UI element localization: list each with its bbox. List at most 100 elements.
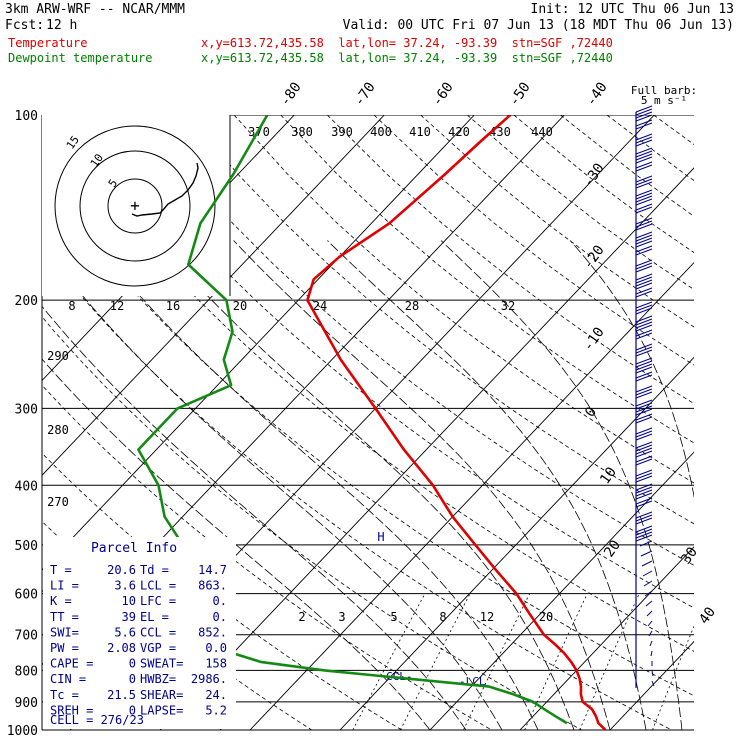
temperature-trace (306, 115, 607, 730)
forecast-label: Fcst: (5, 18, 44, 33)
wind-barb (635, 150, 653, 158)
wind-barb (635, 472, 653, 480)
wind-barb (635, 528, 653, 536)
wind-barb (635, 265, 653, 273)
theta-label: 410 (409, 125, 431, 139)
wind-barb (635, 161, 653, 169)
moist-adiabat-line (42, 358, 431, 730)
mixing-ratio-label: 12 (480, 610, 494, 624)
isotherm-label-top: -40 (583, 79, 611, 109)
parcel-info-key: CIN = (50, 672, 86, 686)
parcel-info-key: SHEAR= (140, 688, 183, 702)
wind-barb (635, 447, 653, 455)
isotherm-label-right: 10 (597, 464, 620, 487)
isotherm-label-top: -50 (506, 79, 534, 109)
isotherm-label-right: 20 (601, 537, 624, 560)
hodograph-scale-label: 8 (68, 299, 75, 313)
wind-barb (635, 307, 653, 315)
isotherm-line (159, 167, 694, 730)
dry-adiabat-line (47, 115, 694, 652)
wind-barb (635, 108, 653, 116)
hodograph-ring-label: 15 (64, 133, 82, 151)
wind-barb (635, 195, 653, 203)
wind-barb (635, 231, 653, 239)
mixing-ratio-line (463, 593, 531, 730)
wind-barb (635, 248, 653, 256)
wind-barb (635, 332, 653, 340)
wind-barb (635, 405, 653, 413)
parcel-info-value: 10 (122, 594, 136, 608)
wind-barb (635, 534, 653, 542)
wind-barb (649, 640, 653, 647)
parcel-info-key: LFC = (140, 594, 176, 608)
isotherm-line (519, 546, 694, 730)
wind-barb (635, 192, 653, 200)
parcel-marker: H (377, 530, 384, 544)
wind-barb (635, 282, 653, 290)
pressure-tick-label: 1000 (7, 724, 38, 739)
isotherm-line (42, 115, 475, 571)
dry-adiabat-line (700, 115, 740, 730)
wind-barb (635, 178, 653, 186)
dry-adiabat-line (140, 115, 694, 566)
hodograph-center: + (130, 196, 140, 215)
parcel-info-value: 0.0 (205, 641, 227, 655)
wind-barb (635, 189, 653, 197)
wind-barb (635, 203, 653, 211)
isotherm-label-top: -80 (277, 79, 305, 109)
forecast-hour: 12 h (46, 18, 77, 33)
parcel-info-key: CCL = (140, 625, 176, 639)
pressure-tick-label: 700 (15, 629, 38, 644)
dry-adiabat-line (42, 177, 694, 697)
wind-barb (635, 511, 653, 519)
wind-barb (635, 402, 653, 410)
wind-barb (635, 450, 653, 458)
hodograph-ring-label: 10 (88, 151, 106, 169)
theta-e-label: 270 (47, 495, 69, 509)
parcel-info-key: LI = (50, 579, 79, 593)
moist-adiabat-line (233, 240, 611, 730)
wind-barb (635, 105, 653, 113)
theta-label: 400 (370, 125, 392, 139)
parcel-info-key: HWBZ= (140, 672, 176, 686)
wind-barb (635, 427, 653, 435)
isotherm-line (42, 115, 295, 382)
parcel-info-key: VGP = (140, 641, 176, 655)
wind-barb (635, 240, 653, 248)
wind-barb (635, 489, 653, 497)
wind-barb (635, 318, 653, 326)
parcel-info-value: 0. (213, 610, 227, 624)
hodograph-scale-label: 32 (501, 299, 515, 313)
wind-barb (635, 366, 653, 374)
wind-barb (635, 133, 653, 141)
wind-barb (635, 119, 653, 127)
isotherm-line (42, 115, 385, 476)
wind-barb (635, 371, 653, 379)
valid-time: Valid: 00 UTC Fri 07 Jun 13 (18 MDT Thu … (343, 18, 734, 33)
wind-barb (635, 531, 653, 539)
wind-barb (635, 259, 653, 267)
pressure-tick-label: 900 (15, 696, 38, 711)
wind-barb (635, 245, 653, 253)
legend-temperature-info: x,y=613.72,435.58 lat,lon= 37.24, -93.39… (201, 36, 613, 50)
moist-adiabat-line (440, 240, 683, 730)
wind-barb (635, 525, 653, 533)
parcel-info-value: 20.6 (107, 563, 136, 577)
wind-barb (635, 391, 653, 399)
parcel-info-key: LCL = (140, 579, 176, 593)
isotherm-label-right: 0 (582, 404, 600, 420)
parcel-info-key: LAPSE= (140, 703, 183, 717)
wind-barb (635, 388, 653, 396)
isotherm-label-right: -10 (580, 324, 608, 354)
wind-barb (635, 416, 653, 424)
wind-barb (648, 630, 653, 637)
moist-adiabat-line (327, 240, 647, 730)
wind-barb (635, 276, 653, 284)
wind-barb (635, 324, 653, 332)
wind-barb (635, 483, 653, 491)
parcel-info-key: SWEAT= (140, 657, 183, 671)
wind-barb (635, 304, 653, 312)
wind-barb (635, 385, 653, 393)
wind-barb (635, 139, 653, 147)
parcel-info-value: 0. (213, 594, 227, 608)
